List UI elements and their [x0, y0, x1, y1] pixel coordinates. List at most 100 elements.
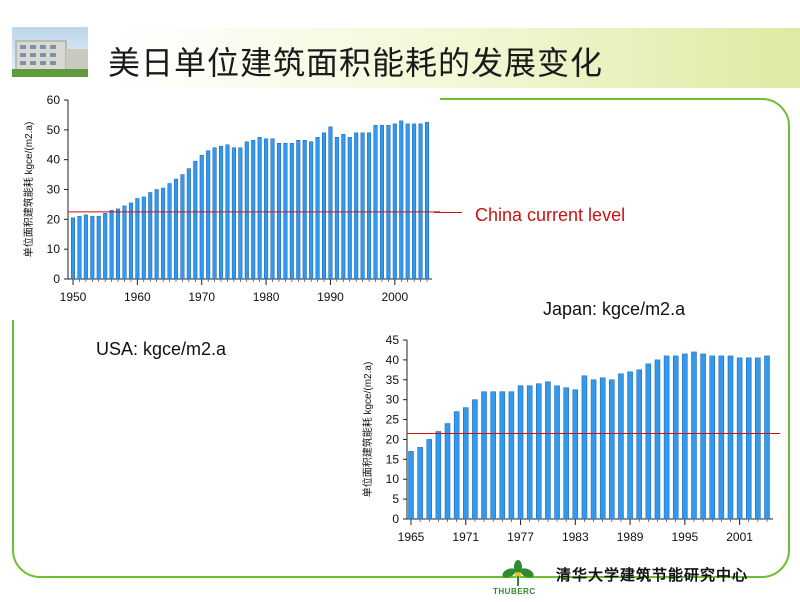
japan-bar: [481, 391, 487, 520]
usa-bar: [270, 138, 275, 280]
japan-x-tick-label: 1983: [562, 530, 589, 544]
japan-bar: [526, 385, 533, 520]
usa-bar: [109, 210, 114, 280]
china-current-level-label: China current level: [475, 205, 626, 225]
usa-x-tick-label: 1970: [188, 290, 215, 304]
usa-bar: [296, 140, 301, 280]
usa-x-tick-label: 1950: [60, 290, 87, 304]
usa-energy-chart: 0 10 20 30 40 50 60 1950 1960 1970 1980 1990 2000 单位面…: [22, 93, 440, 304]
usa-y-tick-label: 60: [47, 93, 61, 107]
usa-y-tick-label: 20: [47, 212, 61, 226]
japan-y-axis-label: 单位面积建筑能耗 kgce/(m2.a): [361, 362, 374, 498]
japan-bar: [563, 387, 569, 520]
japan-x-tick-label: 2001: [726, 530, 753, 544]
usa-bar: [103, 213, 108, 280]
usa-bar: [122, 205, 127, 280]
japan-y-tick-label: 25: [386, 413, 400, 427]
usa-bar: [405, 123, 410, 280]
japan-y-tick-label: 45: [386, 333, 400, 347]
japan-x-tick-label: 1977: [507, 530, 534, 544]
japan-x-tick-label: 1989: [617, 530, 644, 544]
japan-bar: [736, 357, 743, 520]
usa-bar: [328, 126, 333, 280]
japan-bar: [727, 355, 734, 520]
usa-bar: [186, 168, 191, 280]
japan-bar: [718, 355, 725, 520]
usa-bar: [128, 202, 133, 280]
usa-bar: [373, 125, 378, 280]
usa-bar: [424, 122, 430, 280]
usa-bar: [347, 137, 352, 280]
usa-bar: [251, 140, 256, 280]
japan-bar: [682, 353, 688, 520]
usa-bar: [354, 132, 359, 280]
japan-bar: [663, 355, 670, 520]
usa-bar: [173, 178, 179, 280]
usa-y-tick-label: 10: [47, 242, 61, 256]
japan-bar: [536, 383, 542, 520]
usa-x-tick-label: 1960: [124, 290, 151, 304]
japan-bar: [581, 375, 588, 520]
japan-bar: [554, 385, 560, 520]
japan-bar: [691, 351, 697, 520]
usa-bar: [154, 189, 159, 280]
japan-bar: [435, 431, 442, 520]
japan-x-tick-label: 1965: [398, 530, 425, 544]
japan-unit-label: Japan: kgce/m2.a: [543, 299, 686, 319]
japan-bar: [508, 391, 515, 520]
japan-y-tick-label: 35: [386, 373, 400, 387]
usa-bar: [180, 174, 185, 280]
japan-bar: [745, 357, 752, 520]
thuberc-logo: THUBERC: [493, 558, 541, 598]
usa-y-axis-label: 单位面积建筑能耗 kgce/(m2.a): [22, 122, 35, 258]
japan-x-tick-label: 1971: [452, 530, 479, 544]
japan-bar: [672, 355, 679, 520]
japan-y-tick-label: 10: [386, 472, 400, 486]
usa-bar: [386, 125, 391, 280]
page-title: 美日单位建筑面积能耗的发展变化: [108, 44, 604, 82]
usa-bar: [257, 137, 262, 280]
usa-y-tick-label: 40: [47, 153, 61, 167]
japan-y-tick-label: 40: [386, 353, 400, 367]
usa-bar: [399, 120, 404, 280]
japan-bar: [700, 353, 706, 520]
usa-y-tick-label: 50: [47, 123, 61, 137]
usa-bar: [309, 141, 314, 280]
japan-x-tick-label: 1995: [671, 530, 698, 544]
japan-bar: [636, 369, 642, 520]
usa-bar: [238, 147, 243, 280]
usa-bar: [161, 187, 166, 280]
japan-bar: [426, 439, 433, 520]
usa-bar: [90, 216, 95, 280]
usa-bar: [141, 196, 146, 280]
japan-bar: [755, 357, 761, 520]
japan-bar: [444, 423, 451, 520]
usa-bar: [212, 147, 217, 280]
usa-bar: [412, 123, 417, 280]
usa-y-tick-label: 30: [47, 183, 61, 197]
japan-bar: [764, 355, 770, 520]
usa-bar: [244, 141, 249, 280]
title-band: [0, 28, 800, 88]
usa-bar: [367, 132, 372, 280]
japan-y-tick-label: 0: [392, 512, 399, 526]
usa-bar: [116, 208, 121, 280]
usa-bar: [289, 143, 294, 280]
usa-bar: [418, 123, 423, 280]
footer-institution: 清华大学建筑节能研究中心: [556, 566, 749, 584]
usa-x-tick-label: 2000: [381, 290, 408, 304]
usa-bar: [199, 154, 204, 280]
usa-bar: [321, 132, 327, 280]
usa-bar: [334, 137, 339, 280]
japan-bar: [417, 447, 423, 520]
usa-bar: [193, 160, 198, 280]
japan-bar: [453, 411, 460, 520]
usa-bar: [219, 145, 224, 280]
usa-bar: [360, 132, 365, 280]
japan-bar: [645, 363, 652, 520]
usa-bar: [206, 150, 211, 280]
usa-bar: [96, 216, 101, 280]
china-reference-line-extension: [434, 212, 462, 213]
usa-bar: [231, 147, 236, 280]
usa-bar: [70, 217, 76, 280]
